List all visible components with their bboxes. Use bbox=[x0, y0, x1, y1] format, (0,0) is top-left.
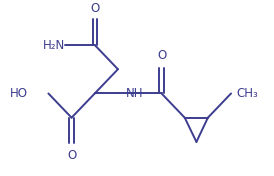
Text: H₂N: H₂N bbox=[42, 39, 65, 52]
Text: HO: HO bbox=[10, 87, 28, 100]
Text: CH₃: CH₃ bbox=[236, 87, 258, 100]
Text: O: O bbox=[157, 49, 166, 62]
Text: NH: NH bbox=[125, 87, 143, 100]
Text: O: O bbox=[90, 2, 99, 15]
Text: O: O bbox=[67, 149, 76, 162]
